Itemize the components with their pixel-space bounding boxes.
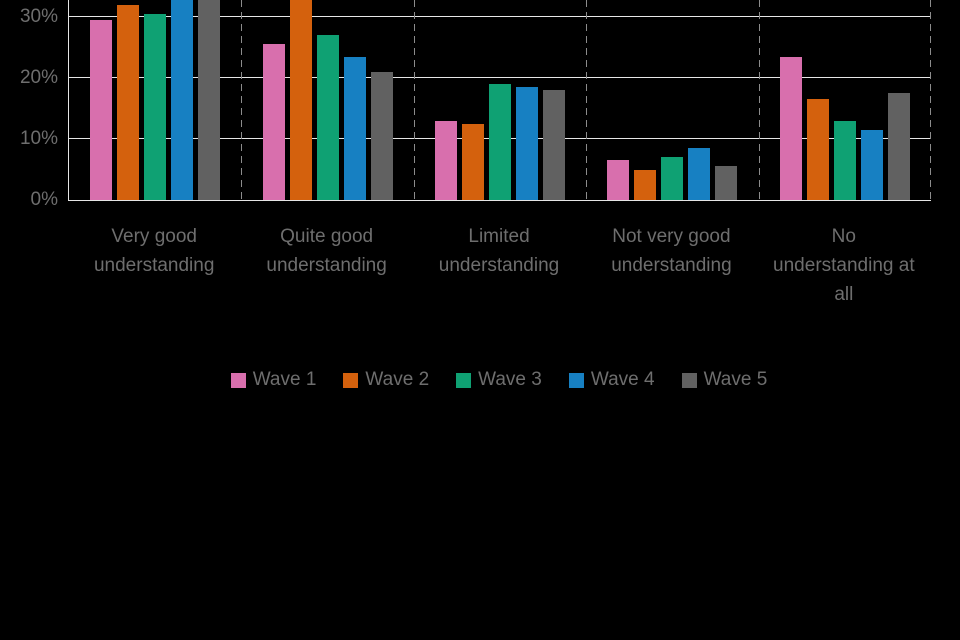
category-label: Quite good understanding — [266, 226, 387, 276]
bar-wave2-cat3 — [462, 123, 484, 200]
bar-wave3-cat3 — [489, 84, 511, 200]
bar-wave3-cat1 — [144, 13, 167, 200]
y-tick-label: 10% — [19, 128, 58, 149]
bar-wave2-cat2 — [289, 0, 312, 200]
bar-wave1-cat2 — [262, 44, 285, 200]
bar-wave1-cat5 — [779, 56, 802, 200]
y-tick-label: 0% — [30, 189, 58, 210]
legend-item-wave3: Wave 3 — [456, 369, 542, 391]
category-label: No understanding at all — [773, 226, 915, 305]
bar-wave4-cat1 — [171, 0, 194, 200]
bar-wave5-cat1 — [198, 0, 221, 200]
y-axis: 0% 10% 20% 30% — [0, 0, 58, 210]
category-label: Not very good understanding — [611, 226, 732, 276]
category-label: Very good understanding — [93, 226, 215, 276]
legend-item-wave2: Wave 2 — [343, 369, 429, 391]
bar-wave5-cat3 — [543, 90, 565, 200]
bar-wave3-cat5 — [833, 120, 856, 200]
bar-wave1-cat1 — [90, 20, 113, 200]
bar-wave3-cat2 — [316, 35, 339, 200]
bar-wave3-cat4 — [661, 157, 684, 200]
bar-wave4-cat2 — [343, 56, 366, 200]
bar-wave1-cat4 — [607, 160, 630, 200]
legend-swatch-icon — [343, 372, 359, 388]
legend-label: Wave 4 — [590, 369, 655, 390]
legend-swatch-icon — [568, 372, 584, 388]
y-tick-label: 30% — [19, 6, 58, 27]
category-separator — [758, 0, 760, 200]
legend: Wave 1 Wave 2 Wave 3 Wave 4 Wave 5 — [68, 366, 930, 394]
legend-item-wave1: Wave 1 — [230, 369, 317, 391]
legend-item-wave4: Wave 4 — [568, 369, 655, 391]
bar-wave4-cat3 — [516, 87, 538, 200]
legend-swatch-icon — [230, 372, 246, 388]
bar-wave4-cat4 — [688, 148, 711, 200]
bar-wave5-cat4 — [715, 166, 738, 200]
bar-wave5-cat5 — [887, 93, 910, 200]
category-label: Limited understanding — [438, 226, 560, 276]
category-separator — [586, 0, 588, 200]
legend-label: Wave 3 — [478, 369, 542, 390]
bar-wave1-cat3 — [435, 120, 457, 200]
bar-wave2-cat5 — [806, 99, 829, 200]
legend-item-wave5: Wave 5 — [681, 369, 768, 391]
legend-swatch-icon — [681, 372, 697, 388]
plot-area — [68, 0, 931, 201]
bar-wave2-cat1 — [117, 4, 140, 200]
category-separator — [413, 0, 415, 200]
bar-wave5-cat2 — [370, 71, 393, 200]
category-separator — [930, 0, 931, 200]
legend-swatch-icon — [456, 372, 472, 388]
x-axis-labels: Very good understanding Quite good unders… — [68, 222, 930, 309]
category-separator — [241, 0, 243, 200]
legend-label: Wave 5 — [703, 369, 768, 390]
bar-wave2-cat4 — [634, 169, 657, 200]
legend-label: Wave 1 — [252, 369, 317, 390]
y-tick-label: 20% — [19, 67, 58, 88]
legend-label: Wave 2 — [365, 369, 430, 390]
gridline-20% — [69, 77, 931, 78]
gridline-30% — [69, 16, 931, 17]
bar-wave4-cat5 — [860, 129, 883, 200]
